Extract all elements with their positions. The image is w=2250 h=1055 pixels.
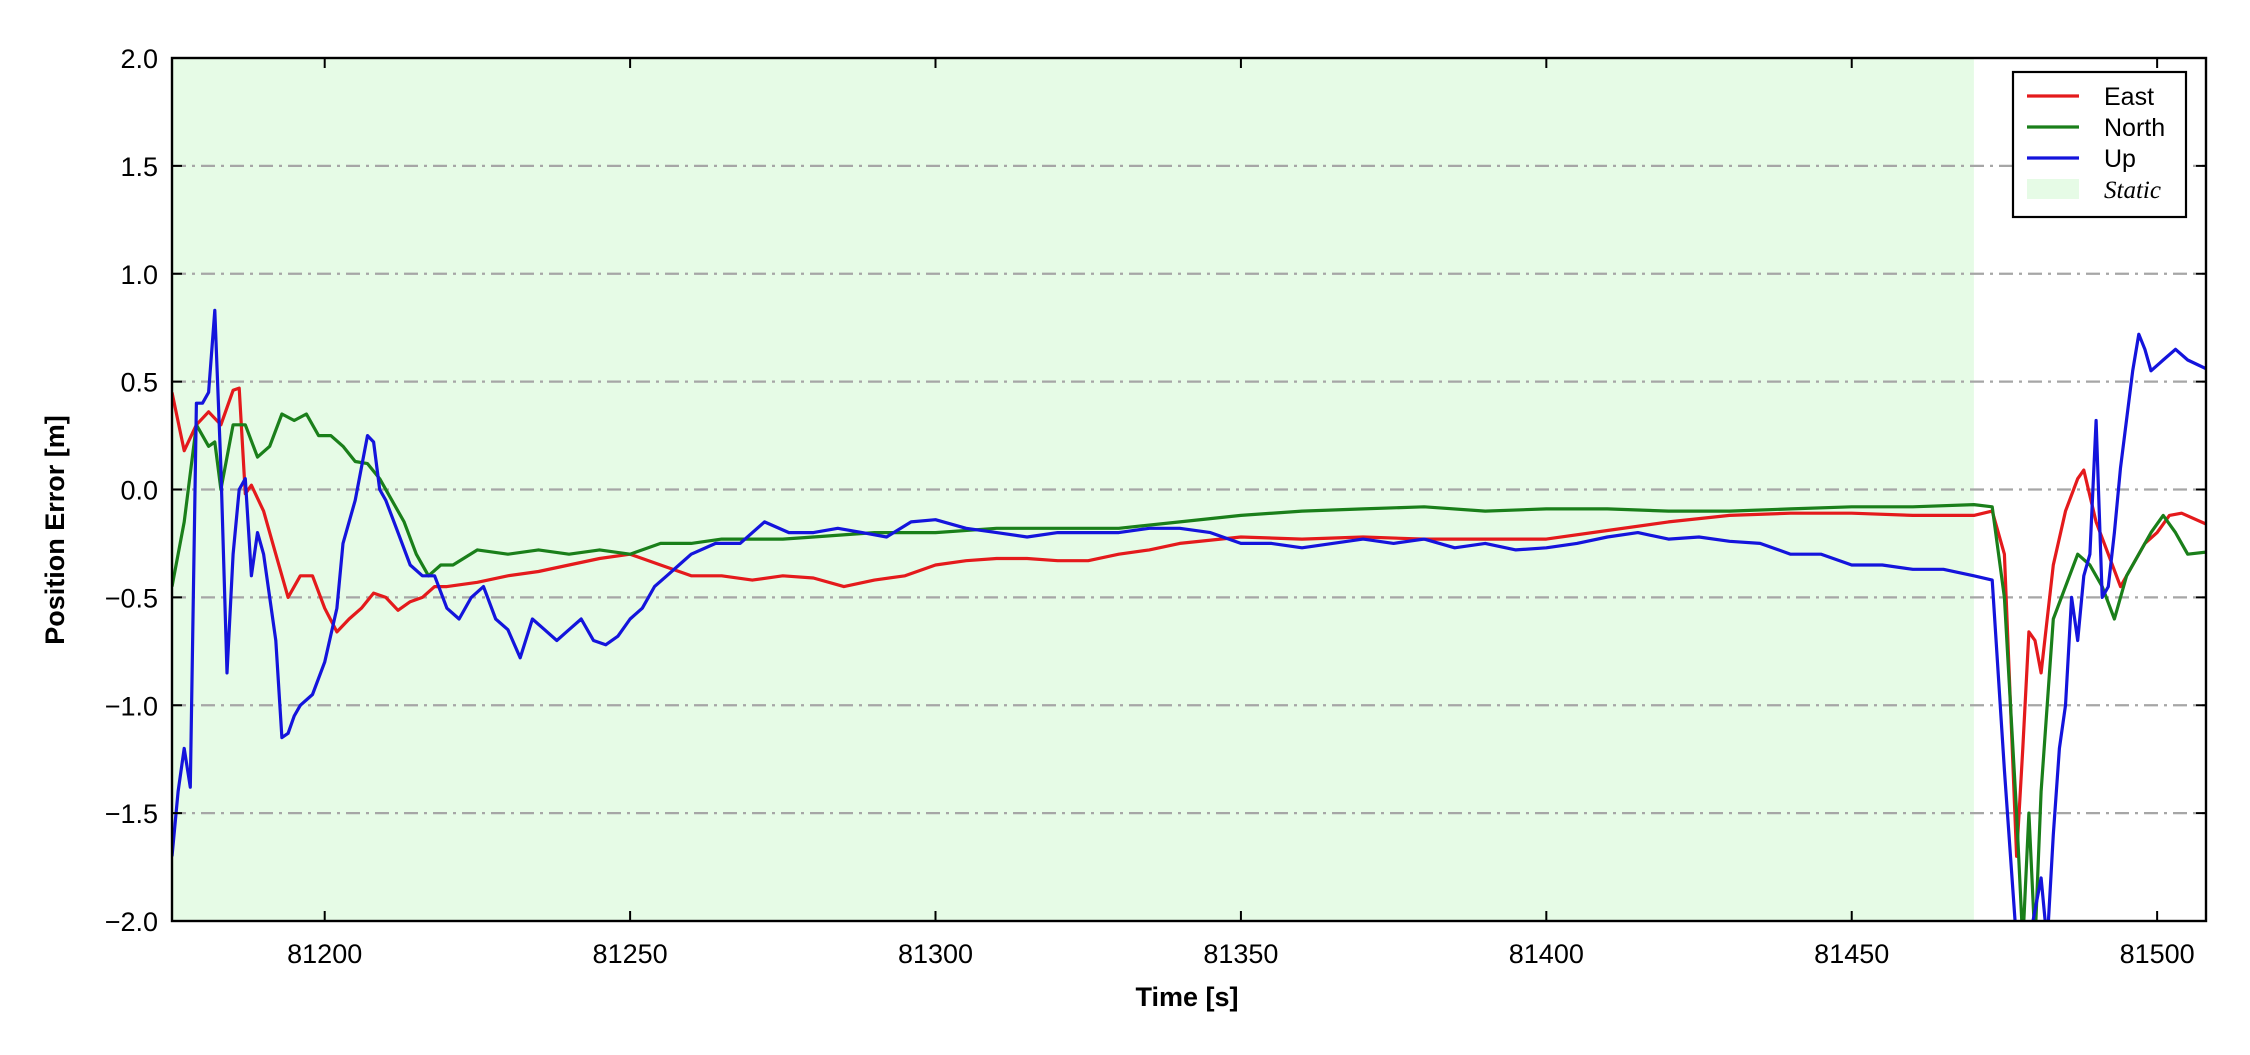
x-axis-title: Time [s] xyxy=(1135,982,1238,1012)
y-tick-label: 1.5 xyxy=(120,152,158,182)
y-tick-label: 0.5 xyxy=(120,368,158,398)
legend-label-east: East xyxy=(2104,83,2154,111)
y-tick-label: 2.0 xyxy=(120,44,158,74)
x-tick-label: 81450 xyxy=(1814,939,1889,969)
y-tick-label: −1.5 xyxy=(105,799,158,829)
x-tick-label: 81250 xyxy=(593,939,668,969)
series-line-east xyxy=(172,386,2206,858)
legend-swatch-static xyxy=(2027,179,2079,199)
y-tick-label: −2.0 xyxy=(105,907,158,937)
x-tick-label: 81200 xyxy=(287,939,362,969)
legend-label-static: Static xyxy=(2104,177,2161,204)
legend-label-north: North xyxy=(2104,114,2165,142)
series-line-up xyxy=(172,308,2206,921)
y-tick-label: 1.0 xyxy=(120,260,158,290)
series-line-north xyxy=(172,412,2206,921)
x-tick-label: 81300 xyxy=(898,939,973,969)
y-tick-label: −0.5 xyxy=(105,583,158,613)
x-tick-label: 81400 xyxy=(1509,939,1584,969)
x-tick-label: 81500 xyxy=(2120,939,2195,969)
y-tick-label: 0.0 xyxy=(120,476,158,506)
y-tick-label: −1.0 xyxy=(105,691,158,721)
x-tick-label: 81350 xyxy=(1203,939,1278,969)
legend-label-up: Up xyxy=(2104,145,2136,173)
y-axis-title: Position Error [m] xyxy=(40,415,70,645)
